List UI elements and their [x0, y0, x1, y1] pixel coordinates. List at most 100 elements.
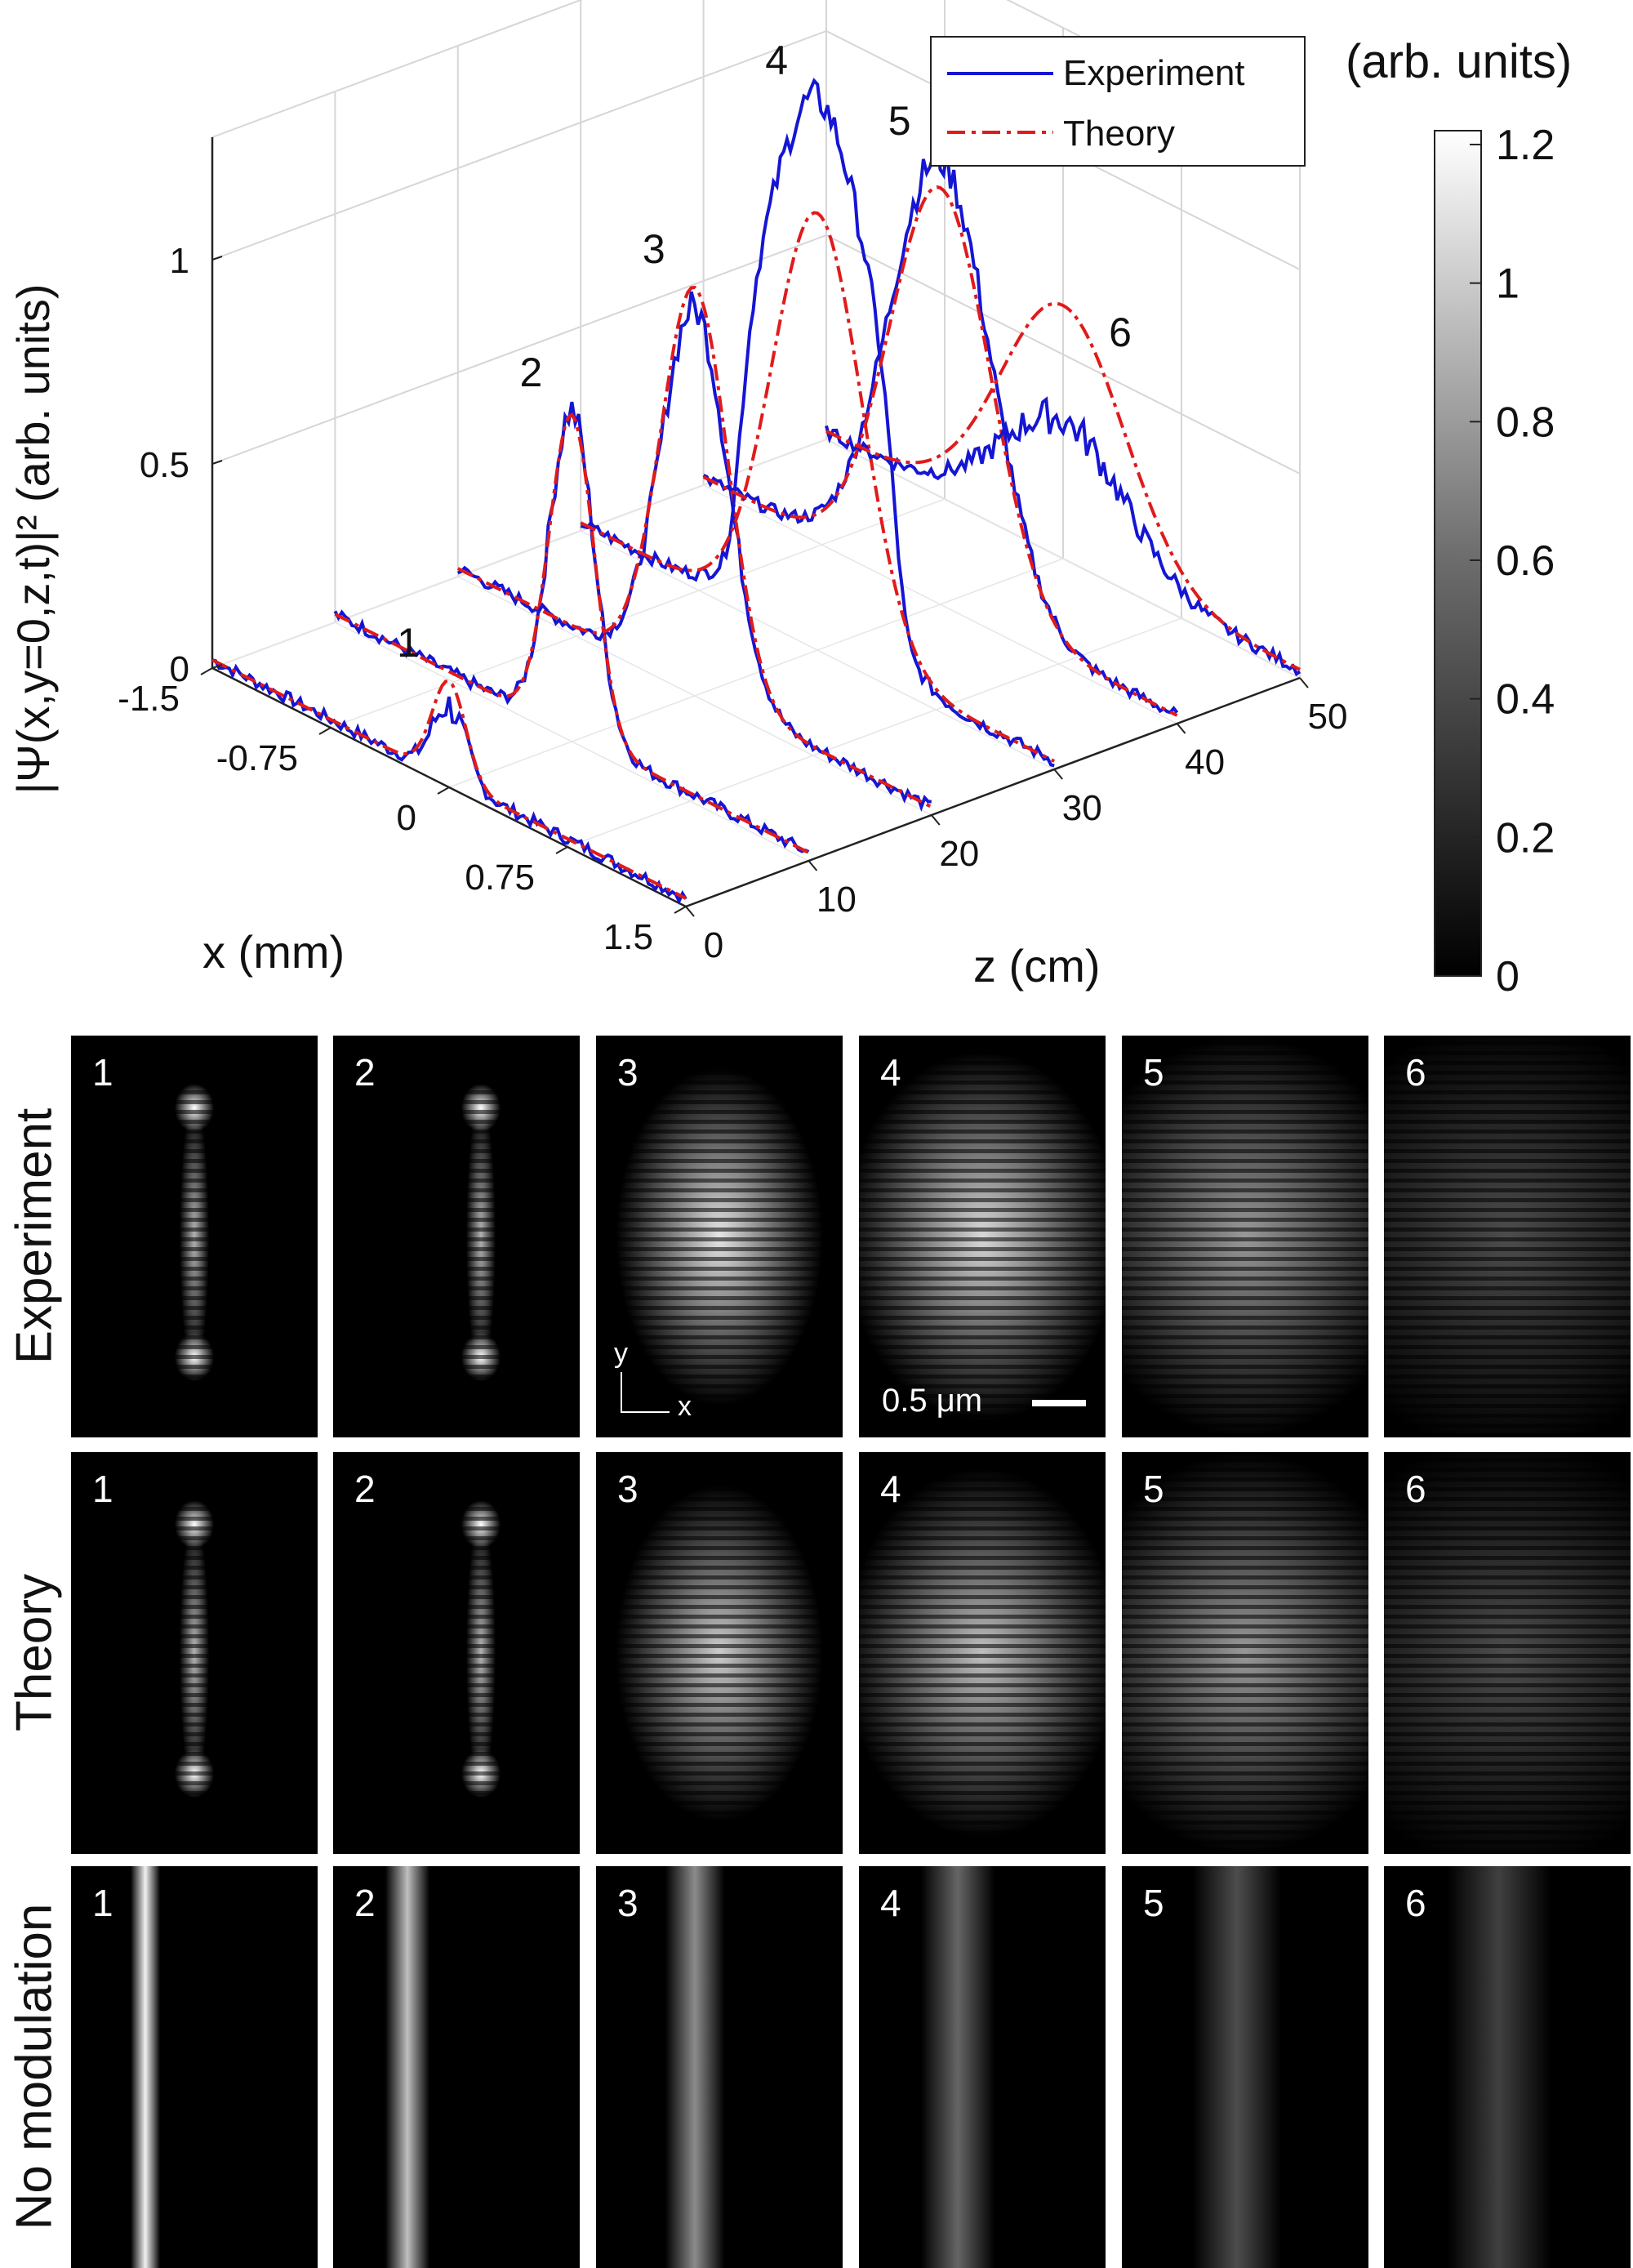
legend-theory-label: Theory: [1063, 114, 1175, 154]
colorbar-tick-label: 0.8: [1496, 399, 1555, 446]
intensity-panel-r2-c1: 2: [333, 1866, 580, 2268]
profile-label-6: 6: [1109, 310, 1132, 355]
intensity-panel-r1-c2: 3: [596, 1452, 843, 1854]
theory-curve-2: [334, 412, 810, 854]
axis-y-label: y: [614, 1338, 628, 1369]
colorbar-units-label: (arb. units): [1346, 35, 1572, 88]
colorbar: (arb. units) 0 0.2 0.4 0.6 0.8 1 1.2: [1346, 35, 1572, 992]
panel-number: 3: [617, 1468, 639, 1510]
intensity-panel-r2-c3: 4: [859, 1866, 1106, 2268]
colorbar-tick-label: 1: [1496, 261, 1520, 308]
intensity-pattern: [1384, 1452, 1631, 1854]
panel-number: 1: [92, 1051, 113, 1094]
z-tick-mark: [931, 814, 941, 826]
intensity-pattern: [358, 1452, 580, 1854]
z-tick-mark: [808, 860, 818, 871]
colorbar-tick-label: 0.6: [1496, 537, 1555, 585]
intensity-pattern: [1122, 1866, 1360, 2268]
axis-x-label: x: [678, 1391, 692, 1422]
back-wall-grid-line: [211, 234, 827, 465]
x-tick-label: 1.5: [603, 917, 653, 957]
intensity-panel-r2-c2: 3: [596, 1866, 843, 2268]
intensity-pattern: [596, 1866, 818, 2268]
axis-arrow-icon: [621, 1411, 670, 1413]
z-axis-label: z (cm): [973, 940, 1101, 991]
x-tick-mark: [200, 667, 213, 675]
colorbar-tick-label: 0.2: [1496, 814, 1555, 862]
panel-number: 1: [92, 1468, 113, 1510]
intensity-pattern: [333, 1866, 531, 2268]
row-label-2: No modulation: [6, 1903, 63, 2230]
back-wall-grid-line: [211, 0, 584, 138]
z-tick-mark: [1299, 677, 1309, 688]
intensity-pattern: [1384, 1036, 1631, 1437]
intensity-panel-r2-c4: 5: [1122, 1866, 1368, 2268]
floor-grid-line: [335, 622, 809, 862]
theory-curve-4: [580, 211, 1056, 763]
intensity-panel-r2-c5: 6: [1384, 1866, 1631, 2268]
z-tick-mark: [1176, 723, 1186, 734]
z-tick-mark: [1053, 769, 1063, 780]
z-axis-line: [685, 676, 1301, 908]
profile-label-3: 3: [643, 226, 665, 272]
floor-grid-line: [330, 498, 946, 729]
scale-bar: [1032, 1400, 1086, 1406]
legend: Experiment Theory: [930, 36, 1306, 167]
panel-number: 5: [1143, 1882, 1164, 1924]
x-axis-label: x (mm): [202, 926, 345, 978]
intensity-pattern: [1122, 1452, 1368, 1854]
x-tick-mark: [674, 906, 687, 914]
intensity-panel-r1-c3: 4: [859, 1452, 1106, 1854]
panel-number: 4: [880, 1051, 901, 1094]
profile-label-2: 2: [519, 350, 542, 395]
z-tick-label: 30: [1062, 788, 1102, 828]
profile-label-4: 4: [765, 38, 788, 83]
y-tick-mark: [211, 460, 223, 465]
colorbar-tick-label: 0: [1496, 953, 1520, 992]
intensity-pattern: [596, 1036, 843, 1437]
intensity-pattern: [71, 1866, 269, 2268]
intensity-panel-r1-c5: 6: [1384, 1452, 1631, 1854]
axis-arrow-icon: [621, 1372, 622, 1413]
y-axis-label: |Ψ(x,y=0,z,t)|² (arb. units): [7, 283, 59, 794]
panel-number: 4: [880, 1882, 901, 1924]
intensity-panel-r0-c2: 3 y x: [596, 1036, 843, 1437]
intensity-panel-r0-c0: 1: [71, 1036, 318, 1437]
scale-bar-label: 0.5 μm: [882, 1383, 983, 1419]
z-tick-mark: [685, 906, 695, 917]
colorbar-gradient: [1434, 130, 1482, 977]
intensity-panel-r0-c5: 6: [1384, 1036, 1631, 1437]
x-tick-mark: [555, 846, 568, 854]
intensity-pattern: [71, 1452, 318, 1854]
y-tick-label: 0.5: [140, 445, 189, 485]
floor-grid-line: [703, 484, 1177, 724]
z-tick-label: 40: [1185, 742, 1225, 782]
intensity-pattern: [1122, 1036, 1368, 1437]
y-tick-label: 0: [170, 649, 189, 689]
intensity-pattern: [859, 1866, 1081, 2268]
floor-grid-line: [211, 439, 827, 669]
profile-label-1: 1: [397, 620, 420, 666]
panel-number: 3: [617, 1882, 639, 1924]
panel-number: 6: [1405, 1882, 1426, 1924]
intensity-panel-r1-c1: 2: [333, 1452, 580, 1854]
panel-number: 1: [92, 1882, 113, 1924]
theory-curve-1: [211, 658, 687, 900]
x-tick-mark: [318, 727, 331, 735]
colorbar-tick-label: 1.2: [1496, 122, 1555, 169]
intensity-pattern: [596, 1452, 843, 1854]
z-tick-label: 20: [939, 834, 979, 874]
intensity-pattern: [358, 1036, 580, 1437]
floor-grid-line: [567, 617, 1182, 848]
x-tick-label: 0.75: [465, 858, 535, 898]
intensity-panel-r1-c4: 5: [1122, 1452, 1368, 1854]
theory-curve-3: [456, 285, 932, 809]
y-tick-label: 1: [170, 241, 189, 281]
panel-number: 5: [1143, 1468, 1164, 1510]
intensity-pattern: [859, 1452, 1106, 1854]
back-wall-grid-line: [211, 30, 827, 261]
intensity-pattern: [71, 1036, 318, 1437]
intensity-pattern: [1384, 1866, 1622, 2268]
panel-number: 3: [617, 1051, 639, 1094]
